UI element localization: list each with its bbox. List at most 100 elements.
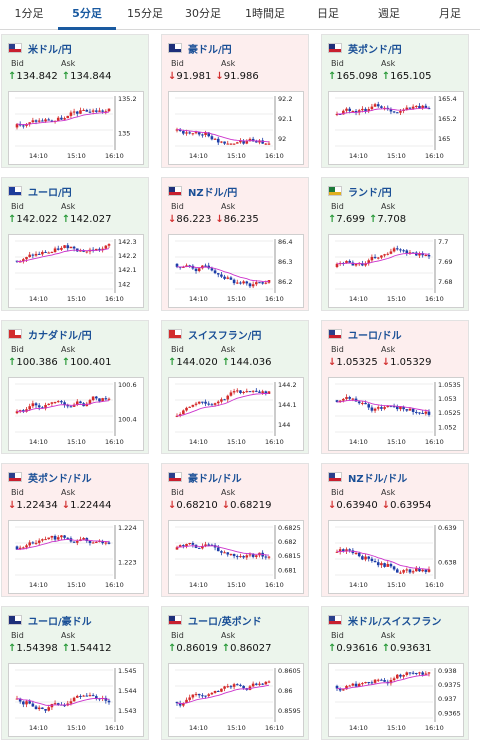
mini-candlestick-chart[interactable]: 86.4 86.3 86.2 14:10 15:10 16:10 [168, 234, 304, 308]
candle-body [251, 284, 255, 287]
ask-label: Ask [221, 59, 236, 68]
candle-body [258, 683, 261, 685]
card-header: 米ドル/スイスフラン [328, 613, 442, 628]
candle-body [373, 560, 377, 563]
currency-pair-link[interactable]: NZドル/円 [188, 187, 238, 199]
mini-candlestick-chart[interactable]: 165.4 165.2 165 14:10 15:10 16:10 [328, 91, 464, 165]
tab-6[interactable]: 週足 [378, 7, 400, 20]
bid-ask-labels: Bid Ask [11, 202, 75, 211]
tab-5[interactable]: 日足 [317, 7, 339, 20]
tab-3[interactable]: 30分足 [185, 7, 221, 20]
currency-pair-link[interactable]: ユーロ/豪ドル [28, 616, 92, 628]
tab-2[interactable]: 15分足 [127, 7, 163, 20]
bid-ask-labels: Bid Ask [171, 488, 235, 497]
rate-card[interactable]: 豪ドル/円 Bid Ask ↓91.981 ↓91.986 92.2 92.1 92 14:10… [161, 34, 309, 168]
moving-average-line [336, 550, 429, 570]
mini-candlestick-chart[interactable]: 7.7 7.69 7.68 14:10 15:10 16:10 [328, 234, 464, 308]
mini-candlestick-chart[interactable]: 135.2 135 14:10 15:10 16:10 [8, 91, 144, 165]
candle-body [239, 390, 242, 394]
candle-body [41, 120, 44, 122]
rate-card[interactable]: 英ポンド/円 Bid Ask ↑165.098 ↑165.105 165.4 165.2 16… [321, 34, 469, 168]
rate-card[interactable]: 米ドル/円 Bid Ask ↑134.842 ↑134.844 135.2 135 14:10… [1, 34, 149, 168]
rate-card[interactable]: NZドル/ドル Bid Ask ↓0.63940 ↓0.63954 0.639 0.638 1… [321, 463, 469, 597]
currency-pair-link[interactable]: 米ドル/円 [28, 44, 72, 56]
y-tick-label: 144 [278, 421, 290, 429]
nz-flag-icon [168, 186, 182, 196]
tab-0[interactable]: 1分足 [14, 7, 44, 20]
rate-card[interactable]: スイスフラン/円 Bid Ask ↑144.020 ↑144.036 144.2 144.1… [161, 320, 309, 454]
candle-body [376, 257, 380, 259]
mini-candlestick-chart[interactable]: 0.8605 0.86 0.8595 14:10 15:10 16:10 [168, 663, 304, 737]
y-tick-label: 0.682 [278, 538, 297, 546]
currency-pair-link[interactable]: 英ポンド/円 [348, 44, 402, 56]
candle-body [354, 111, 358, 113]
currency-pair-link[interactable]: ユーロ/円 [28, 187, 72, 199]
candle-body [60, 117, 63, 120]
tab-4[interactable]: 1時間足 [245, 7, 285, 20]
eu-gb-flag-icon [168, 615, 182, 625]
candle-body [34, 542, 38, 544]
mini-candlestick-chart[interactable]: 0.6825 0.682 0.6815 0.681 14:10 15:10 16:10 [168, 520, 304, 594]
mini-candlestick-chart[interactable]: 144.2 144.1 144 14:10 15:10 16:10 [168, 377, 304, 451]
candle-body [405, 409, 409, 411]
mini-candlestick-chart[interactable]: 142.3 142.2 142.1 142 14:10 15:10 16:10 [8, 234, 144, 308]
candle-body [226, 686, 230, 688]
chart-svg: 1.224 1.223 14:10 15:10 16:10 [15, 524, 137, 589]
arrow-down-icon: ↓ [8, 500, 17, 511]
currency-pair-link[interactable]: 豪ドル/ドル [188, 473, 242, 485]
mini-candlestick-chart[interactable]: 100.6 100.4 14:10 15:10 16:10 [8, 377, 144, 451]
candle-body [182, 703, 185, 706]
currency-pair-link[interactable]: カナダドル/円 [28, 330, 92, 342]
tab-1[interactable]: 5分足 [58, 0, 116, 30]
candle-body [63, 535, 66, 538]
candle-body [175, 263, 179, 267]
rate-card[interactable]: NZドル/円 Bid Ask ↓86.223 ↓86.235 86.4 86.3 86.2 14… [161, 177, 309, 311]
mini-candlestick-chart[interactable]: 0.938 0.9375 0.937 0.9365 14:10 15:10 16:10 [328, 663, 464, 737]
price-row: ↓0.68210 ↓0.68219 [168, 500, 272, 511]
candle-body [232, 391, 236, 393]
rate-card[interactable]: カナダドル/円 Bid Ask ↑100.386 ↑100.401 100.6 100.4 1… [1, 320, 149, 454]
candle-body [351, 111, 355, 113]
candle-body [104, 111, 108, 113]
chart-svg: 100.6 100.4 14:10 15:10 16:10 [15, 381, 137, 446]
currency-pair-link[interactable]: 豪ドル/円 [188, 44, 232, 56]
rate-card[interactable]: ユーロ/ドル Bid Ask ↓1.05325 ↓1.05329 1.0535 1.053 1… [321, 320, 469, 454]
moving-average-line [16, 400, 110, 412]
rate-card[interactable]: 米ドル/スイスフラン Bid Ask ↑0.93616 ↑0.93631 0.938 0.9… [321, 606, 469, 740]
rate-card[interactable]: 豪ドル/ドル Bid Ask ↓0.68210 ↓0.68219 0.6825 0.682 0… [161, 463, 309, 597]
currency-pair-link[interactable]: NZドル/ドル [348, 473, 408, 485]
candle-body [31, 703, 35, 707]
candle-body [220, 141, 223, 143]
currency-pair-link[interactable]: 米ドル/スイスフラン [348, 616, 442, 628]
candle-body [104, 542, 108, 544]
moving-average-line [176, 545, 270, 556]
tab-7[interactable]: 月足 [439, 7, 461, 20]
bid-label: Bid [11, 631, 24, 640]
currency-pair-link[interactable]: ユーロ/英ポンド [188, 616, 262, 628]
rate-card[interactable]: 英ポンド/ドル Bid Ask ↓1.22434 ↓1.22444 1.224 1.223 1… [1, 463, 149, 597]
candle-body [47, 537, 51, 540]
mini-candlestick-chart[interactable]: 1.224 1.223 14:10 15:10 16:10 [8, 520, 144, 594]
candle-body [47, 252, 51, 254]
currency-pair-link[interactable]: スイスフラン/円 [188, 330, 262, 342]
currency-pair-link[interactable]: ユーロ/ドル [348, 330, 402, 342]
mini-candlestick-chart[interactable]: 92.2 92.1 92 14:10 15:10 16:10 [168, 91, 304, 165]
rate-card[interactable]: ユーロ/円 Bid Ask ↑142.022 ↑142.027 142.3 142.2 142… [1, 177, 149, 311]
rate-card[interactable]: ユーロ/英ポンド Bid Ask ↑0.86019 ↑0.86027 0.8605 0.86… [161, 606, 309, 740]
mini-candlestick-chart[interactable]: 1.0535 1.053 1.0525 1.052 14:10 15:10 16:10 [328, 377, 464, 451]
rate-card[interactable]: ユーロ/豪ドル Bid Ask ↑1.54398 ↑1.54412 1.545 1.544 1… [1, 606, 149, 740]
candle-body [69, 701, 73, 704]
currency-pair-link[interactable]: ランド/円 [348, 187, 392, 199]
candle-body [367, 682, 371, 684]
mini-candlestick-chart[interactable]: 1.545 1.544 1.543 14:10 15:10 16:10 [8, 663, 144, 737]
candle-body [376, 407, 380, 409]
currency-pair-link[interactable]: 英ポンド/ドル [28, 473, 92, 485]
ask-price: 0.86027 [230, 643, 272, 654]
candle-body [418, 105, 421, 109]
rate-card[interactable]: ランド/円 Bid Ask ↑7.699 ↑7.708 7.7 7.69 7.68 14:10 1… [321, 177, 469, 311]
price-row: ↓1.22434 ↓1.22444 [8, 500, 112, 511]
mini-candlestick-chart[interactable]: 0.639 0.638 14:10 15:10 16:10 [328, 520, 464, 594]
candle-body [88, 695, 92, 697]
candle-body [107, 542, 111, 544]
bid-label: Bid [11, 345, 24, 354]
